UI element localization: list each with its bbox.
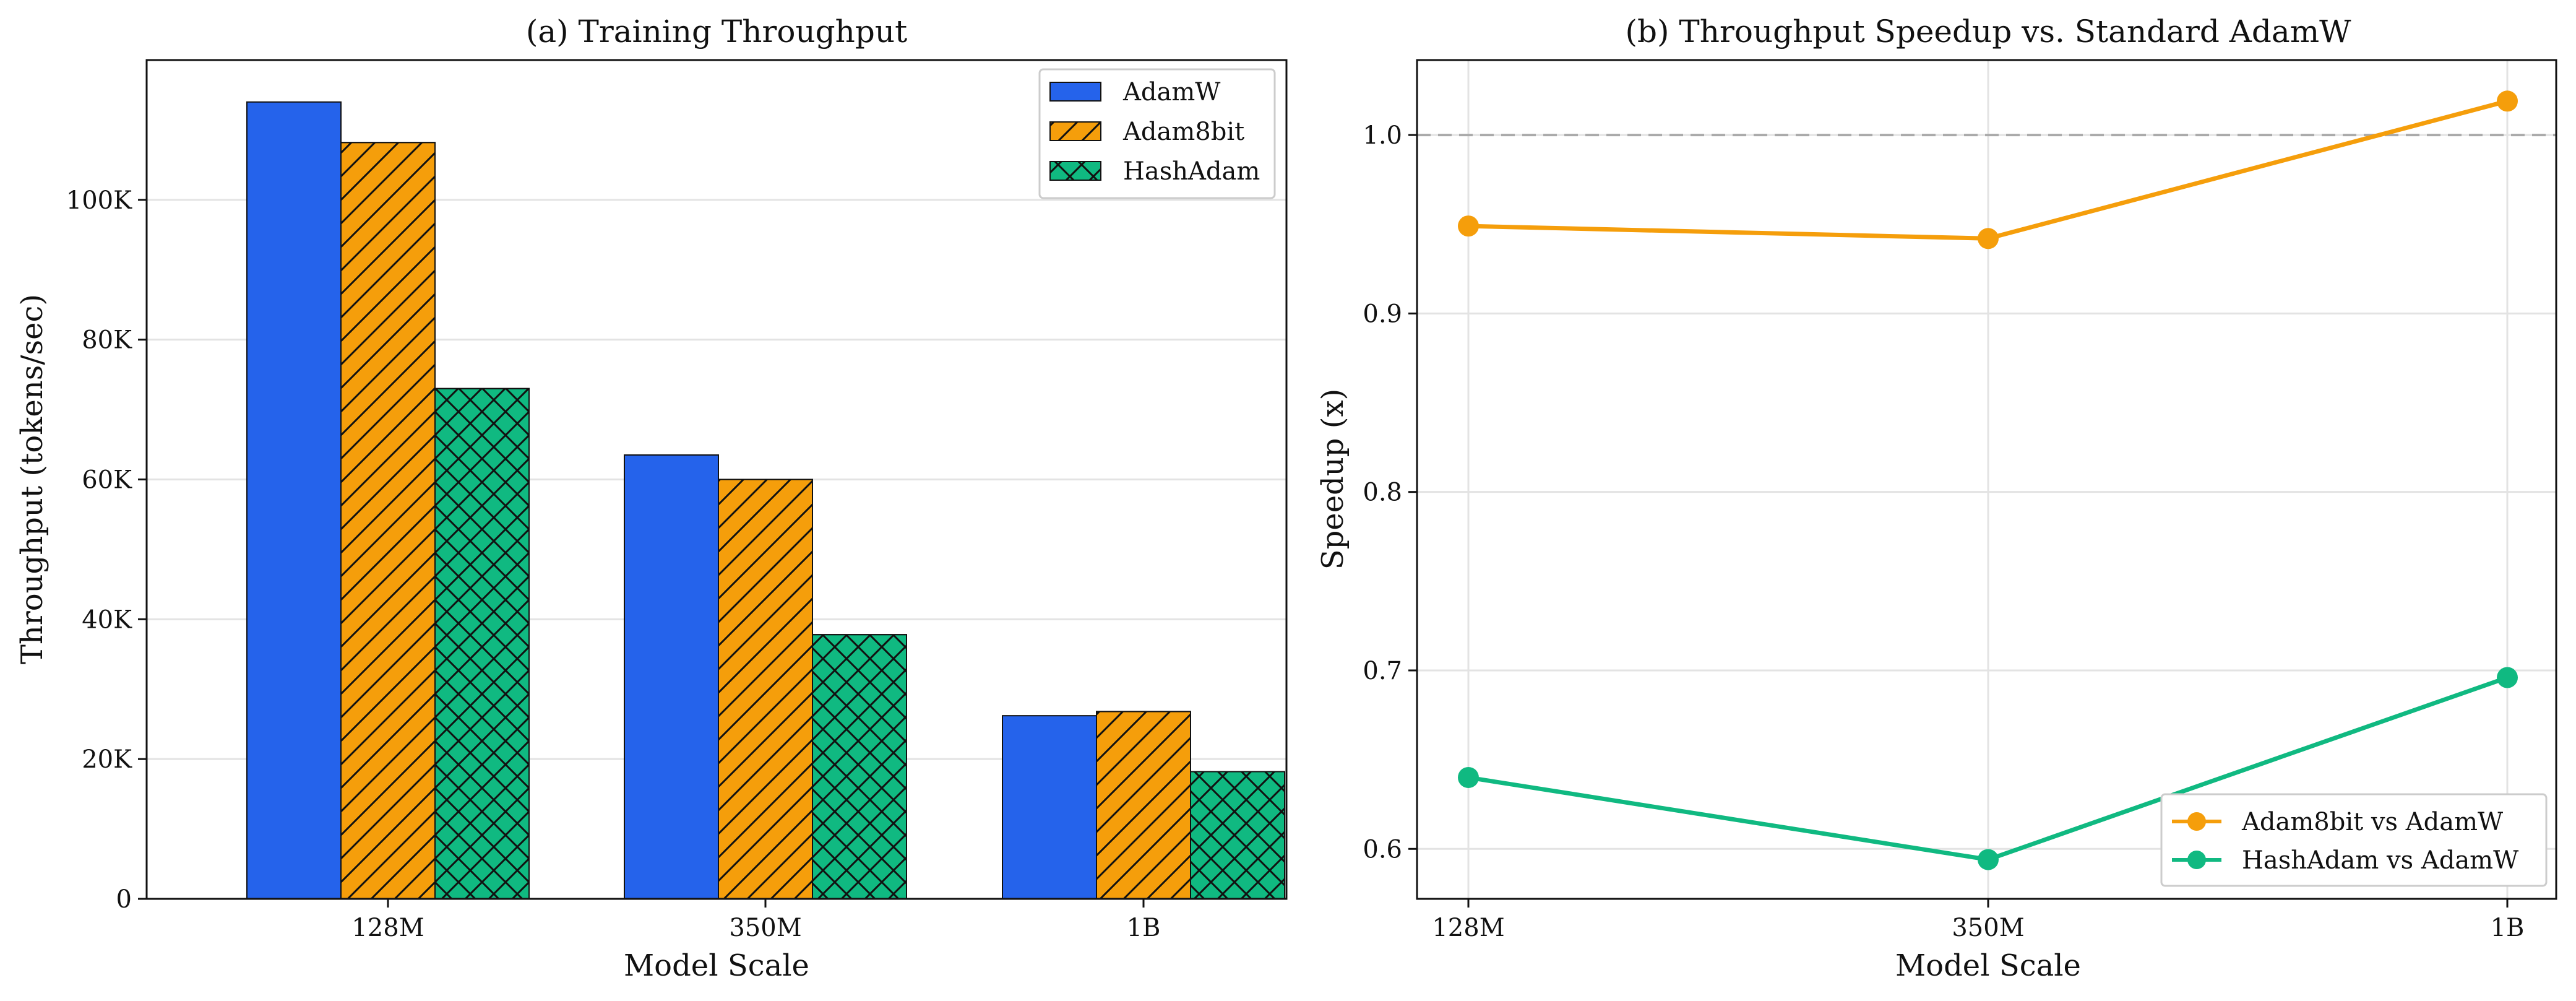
- y-tick-label: 0.6: [1363, 835, 1402, 864]
- x-ticks: 128M 350M 1B: [1432, 899, 2524, 942]
- y-tick-label: 20K: [82, 745, 132, 774]
- chart-b-title: (b) Throughput Speedup vs. Standard Adam…: [1625, 14, 2351, 50]
- y-tick-label: 0.8: [1363, 479, 1402, 507]
- speedup-line-chart: 0.6 0.7 0.8 0.9 1.0 128M 350M 1B (b) Throughpu…: [1316, 14, 2557, 983]
- x-ticks: 128M 350M 1B: [351, 899, 1160, 942]
- legend-label-adam8bit-vs-adamw: Adam8bit vs AdamW: [2241, 808, 2503, 836]
- bar-hatch-hashadam-1B: [1190, 771, 1285, 900]
- point-adam8bit-350M: [1978, 228, 1999, 249]
- legend-swatch-hashadam-hatch: [1049, 161, 1101, 181]
- y-tick-label: 60K: [82, 466, 132, 495]
- legend-b: Adam8bit vs AdamW HashAdam vs AdamW: [2160, 793, 2548, 887]
- series-lines: [1458, 90, 2518, 870]
- legend-marker-hashadam: [2187, 851, 2206, 869]
- bar-adamw-1B: [1002, 715, 1097, 899]
- y-ticks: 0 20K 40K 60K 80K 100K: [66, 186, 147, 914]
- plot-frame: [1416, 59, 2557, 900]
- point-adam8bit-128M: [1458, 215, 1479, 237]
- chart-a-xlabel: Model Scale: [624, 948, 809, 983]
- y-tick-label: 0: [116, 885, 132, 914]
- x-tick-label: 128M: [351, 914, 424, 942]
- x-tick-label: 128M: [1432, 914, 1504, 942]
- bar-hatch-hashadam-350M: [812, 634, 907, 900]
- chart-b-xlabel: Model Scale: [1895, 948, 2081, 983]
- y-tick-label: 80K: [82, 326, 132, 355]
- bar-hatch-adam8bit-1B: [1096, 711, 1191, 899]
- throughput-bar-chart: 0 20K 40K 60K 80K 100K 128M 350M 1B (a) Trainin…: [15, 14, 1288, 983]
- point-adam8bit-1B: [2497, 90, 2518, 112]
- point-hashadam-128M: [1458, 766, 1479, 788]
- point-hashadam-350M: [1978, 849, 1999, 870]
- x-tick-label: 1B: [1127, 914, 1161, 942]
- y-tick-label: 40K: [82, 605, 132, 634]
- chart-a-ylabel: Throughput (tokens/sec): [15, 294, 50, 664]
- bar-hatch-adam8bit-350M: [718, 479, 813, 899]
- y-tick-label: 1.0: [1363, 121, 1402, 150]
- x-tick-label: 350M: [729, 914, 801, 942]
- point-hashadam-1B: [2497, 667, 2518, 688]
- x-tick-label: 1B: [2491, 914, 2525, 942]
- grid-lines: [1417, 60, 2556, 899]
- legend-label-hashadam-vs-adamw: HashAdam vs AdamW: [2242, 846, 2518, 875]
- y-tick-label: 0.7: [1363, 657, 1402, 685]
- y-ticks: 0.6 0.7 0.8 0.9 1.0: [1363, 121, 1417, 864]
- bar-hatch-hashadam-128M: [434, 388, 530, 899]
- legend-b-frame: [2160, 793, 2548, 887]
- y-tick-label: 100K: [66, 186, 132, 215]
- y-tick-label: 0.9: [1363, 300, 1402, 328]
- chart-a-title: (a) Training Throughput: [526, 14, 907, 50]
- bar-adamw-128M: [246, 101, 342, 899]
- legend-a: AdamW Adam8bit HashAdam: [1038, 68, 1276, 199]
- legend-label-hashadam: HashAdam: [1123, 157, 1260, 186]
- legend-marker-adam8bit: [2187, 812, 2206, 831]
- bar-hatch-adam8bit-128M: [340, 142, 436, 899]
- legend-label-adam8bit: Adam8bit: [1122, 118, 1244, 146]
- legend-swatch-adamw: [1049, 82, 1101, 102]
- chart-b-ylabel: Speedup (x): [1316, 389, 1350, 570]
- bars: [246, 101, 1285, 900]
- bar-adamw-350M: [624, 454, 719, 899]
- legend-label-adamw: AdamW: [1122, 78, 1220, 106]
- x-tick-label: 350M: [1952, 914, 2024, 942]
- legend-swatch-adam8bit-hatch: [1049, 121, 1101, 141]
